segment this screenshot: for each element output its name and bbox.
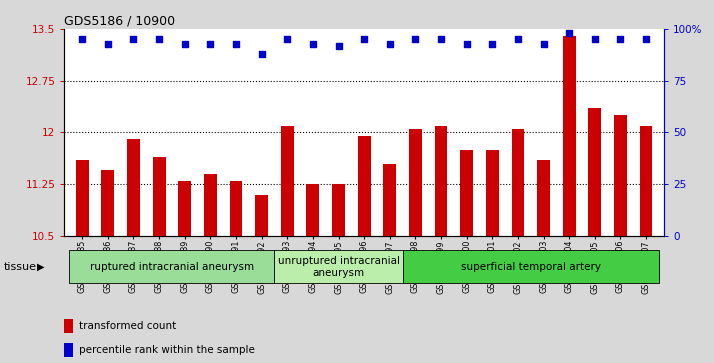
Point bbox=[461, 41, 473, 46]
Point bbox=[589, 37, 600, 42]
Bar bbox=[403, 250, 659, 283]
Point bbox=[333, 43, 344, 49]
Text: ruptured intracranial aneurysm: ruptured intracranial aneurysm bbox=[90, 262, 254, 272]
Bar bbox=[537, 160, 550, 236]
Bar bbox=[69, 250, 274, 283]
Point bbox=[154, 37, 165, 42]
Text: GDS5186 / 10900: GDS5186 / 10900 bbox=[64, 15, 176, 28]
Bar bbox=[153, 157, 166, 236]
Point bbox=[307, 41, 318, 46]
Bar bbox=[486, 150, 498, 236]
Bar bbox=[435, 126, 448, 236]
Point bbox=[281, 37, 293, 42]
Bar bbox=[178, 181, 191, 236]
Bar bbox=[640, 126, 653, 236]
Bar bbox=[358, 136, 371, 236]
Bar bbox=[383, 164, 396, 236]
Bar bbox=[461, 150, 473, 236]
Text: tissue: tissue bbox=[4, 262, 36, 272]
Point bbox=[256, 51, 267, 57]
Bar bbox=[230, 181, 242, 236]
Bar bbox=[76, 160, 89, 236]
Text: transformed count: transformed count bbox=[79, 321, 176, 331]
Point bbox=[486, 41, 498, 46]
Text: ▶: ▶ bbox=[37, 262, 45, 272]
Bar bbox=[563, 36, 575, 236]
Point bbox=[358, 37, 370, 42]
Point bbox=[384, 41, 396, 46]
Point bbox=[102, 41, 114, 46]
Point bbox=[76, 37, 88, 42]
Point bbox=[410, 37, 421, 42]
Bar bbox=[101, 171, 114, 236]
Bar bbox=[588, 109, 601, 236]
Point bbox=[436, 37, 447, 42]
Bar bbox=[332, 184, 345, 236]
Point bbox=[231, 41, 242, 46]
Point bbox=[128, 37, 139, 42]
Point bbox=[179, 41, 191, 46]
Bar bbox=[255, 195, 268, 236]
Bar bbox=[64, 319, 73, 333]
Bar bbox=[64, 343, 73, 357]
Bar bbox=[204, 174, 217, 236]
Text: percentile rank within the sample: percentile rank within the sample bbox=[79, 345, 254, 355]
Bar bbox=[614, 115, 627, 236]
Point bbox=[563, 30, 575, 36]
Bar bbox=[274, 250, 403, 283]
Bar bbox=[511, 129, 524, 236]
Bar bbox=[306, 184, 319, 236]
Bar bbox=[127, 139, 140, 236]
Bar bbox=[409, 129, 422, 236]
Bar bbox=[281, 126, 293, 236]
Text: unruptured intracranial
aneurysm: unruptured intracranial aneurysm bbox=[278, 256, 400, 278]
Point bbox=[512, 37, 523, 42]
Point bbox=[538, 41, 549, 46]
Point bbox=[205, 41, 216, 46]
Point bbox=[640, 37, 652, 42]
Point bbox=[615, 37, 626, 42]
Text: superficial temporal artery: superficial temporal artery bbox=[461, 262, 600, 272]
